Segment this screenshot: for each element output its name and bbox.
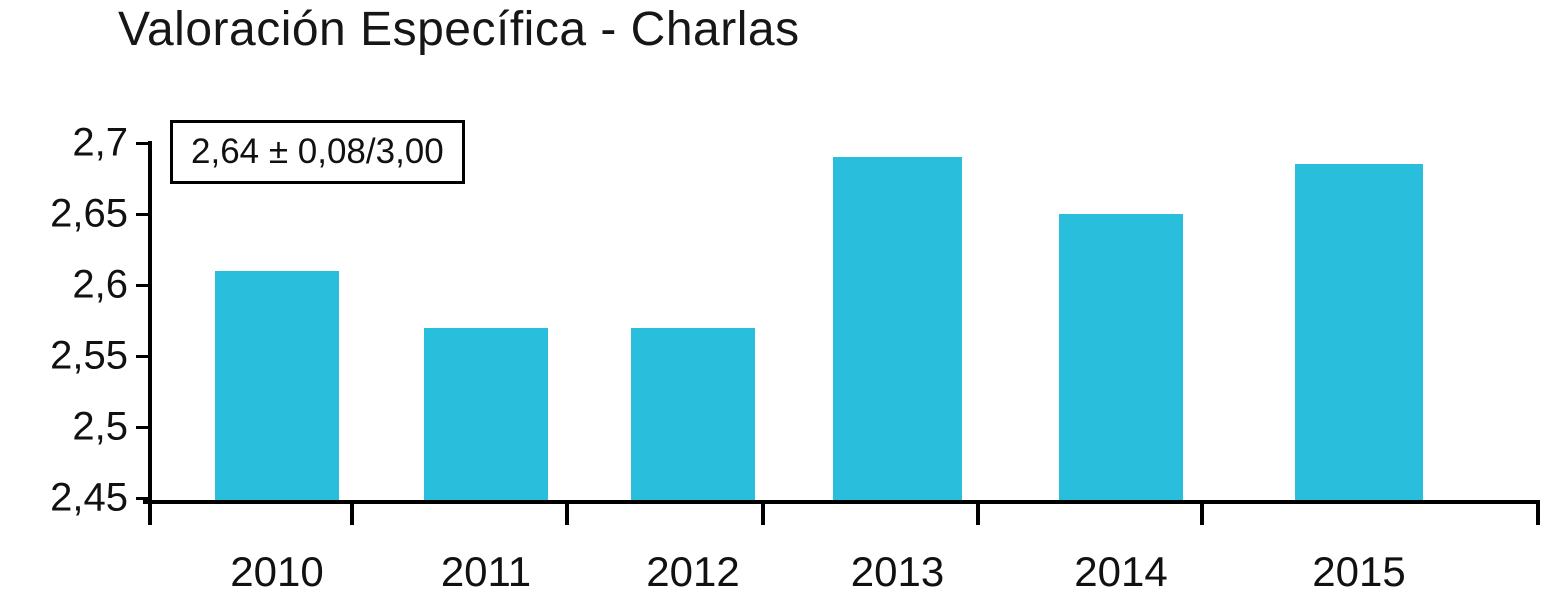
bar-2013	[833, 157, 962, 500]
annotation-box: 2,64 ± 0,08/3,00	[170, 120, 465, 184]
x-label-2014: 2014	[1074, 548, 1168, 595]
y-tick-label: 2,45	[50, 475, 128, 520]
x-label-2012: 2012	[646, 548, 740, 595]
y-tick-label: 2,65	[50, 191, 128, 236]
y-axis-line	[148, 141, 152, 518]
x-label-2010: 2010	[230, 548, 324, 595]
x-label-2013: 2013	[850, 548, 945, 595]
bar-2010	[215, 270, 339, 500]
y-tick	[136, 142, 152, 145]
x-tick	[761, 500, 765, 525]
bar-2014	[1059, 214, 1183, 500]
x-axis-line	[143, 500, 1540, 504]
bar-2011	[424, 327, 548, 500]
y-tick	[136, 497, 152, 500]
x-label-2011: 2011	[440, 548, 532, 595]
y-tick	[136, 213, 152, 216]
x-label-2015: 2015	[1312, 548, 1406, 595]
y-tick-label: 2,55	[50, 333, 128, 378]
y-tick-label: 2,5	[72, 404, 128, 449]
y-tick	[136, 426, 152, 429]
x-tick	[565, 500, 569, 525]
chart-title: Valoración Específica - Charlas	[118, 3, 800, 56]
x-tick	[350, 500, 354, 525]
bar-2012	[631, 327, 755, 500]
bar-2015	[1295, 164, 1423, 500]
y-tick-label: 2,6	[72, 262, 128, 307]
x-tick	[1536, 500, 1540, 525]
x-tick	[976, 500, 980, 525]
x-tick	[1200, 500, 1204, 525]
y-tick	[136, 284, 152, 287]
annotation-text: 2,64 ± 0,08/3,00	[191, 132, 444, 171]
y-tick-label: 2,7	[72, 120, 128, 165]
y-tick	[136, 355, 152, 358]
